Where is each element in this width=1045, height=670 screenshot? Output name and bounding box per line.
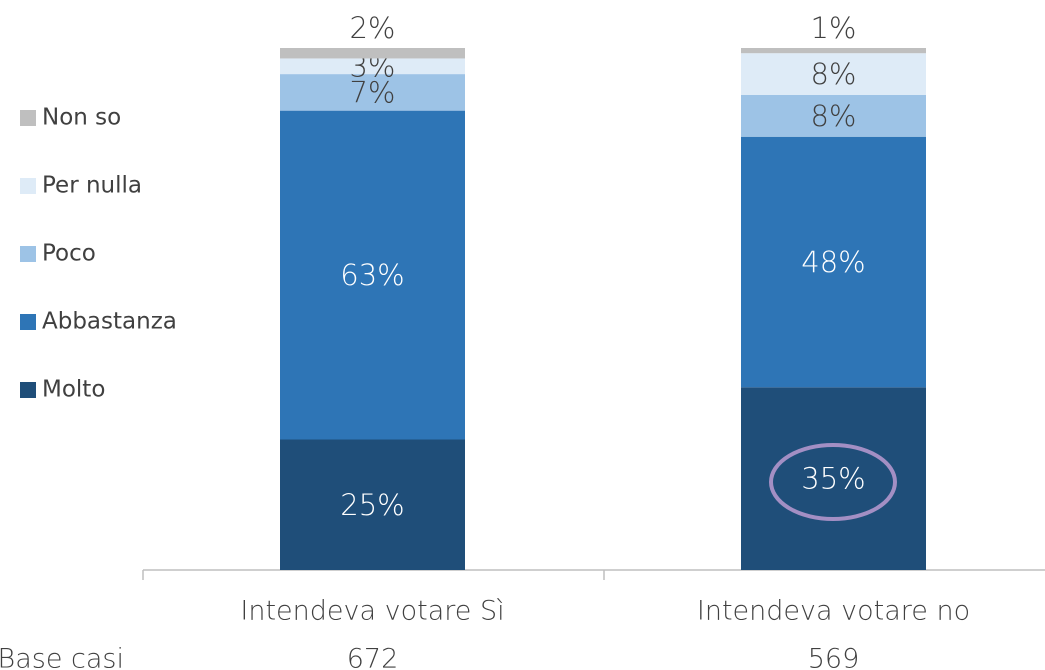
bar-segment <box>741 136 926 388</box>
bar-segment <box>280 74 465 111</box>
data-label: 1% <box>810 11 856 45</box>
legend-swatch <box>20 110 36 126</box>
data-label: 48% <box>801 245 865 279</box>
legend-label: Non so <box>42 105 121 131</box>
legend-swatch <box>20 246 36 262</box>
bar-segment <box>280 439 465 570</box>
bar-segment <box>280 58 465 75</box>
base-count: 569 <box>808 644 860 670</box>
bar-segment <box>280 110 465 440</box>
data-label: 8% <box>810 57 856 91</box>
legend-label: Poco <box>42 241 96 267</box>
legend-swatch <box>20 314 36 330</box>
bar-segment <box>280 48 465 59</box>
base-label: Base casi <box>0 644 124 670</box>
bar-segment <box>741 53 926 95</box>
base-count: 672 <box>347 644 399 670</box>
legend-label: Abbastanza <box>42 309 177 335</box>
x-tick-label: Intendeva votare no <box>697 596 970 627</box>
data-label: 7% <box>349 75 395 109</box>
data-label: 2% <box>349 11 395 45</box>
data-label: 25% <box>340 488 404 522</box>
highlight-circle <box>769 443 897 521</box>
bar-segment <box>741 48 926 54</box>
x-tick-label: Intendeva votare Sì <box>240 596 504 627</box>
legend-label: Molto <box>42 377 105 403</box>
bar-segment <box>741 94 926 137</box>
data-label: 35% <box>801 462 865 496</box>
data-label: 8% <box>810 99 856 133</box>
legend-swatch <box>20 382 36 398</box>
marks: Intendeva votare Sì67225%63%7%3%2%Intend… <box>20 11 970 670</box>
legend-swatch <box>20 178 36 194</box>
data-label: 63% <box>340 258 404 292</box>
legend-label: Per nulla <box>42 173 142 199</box>
